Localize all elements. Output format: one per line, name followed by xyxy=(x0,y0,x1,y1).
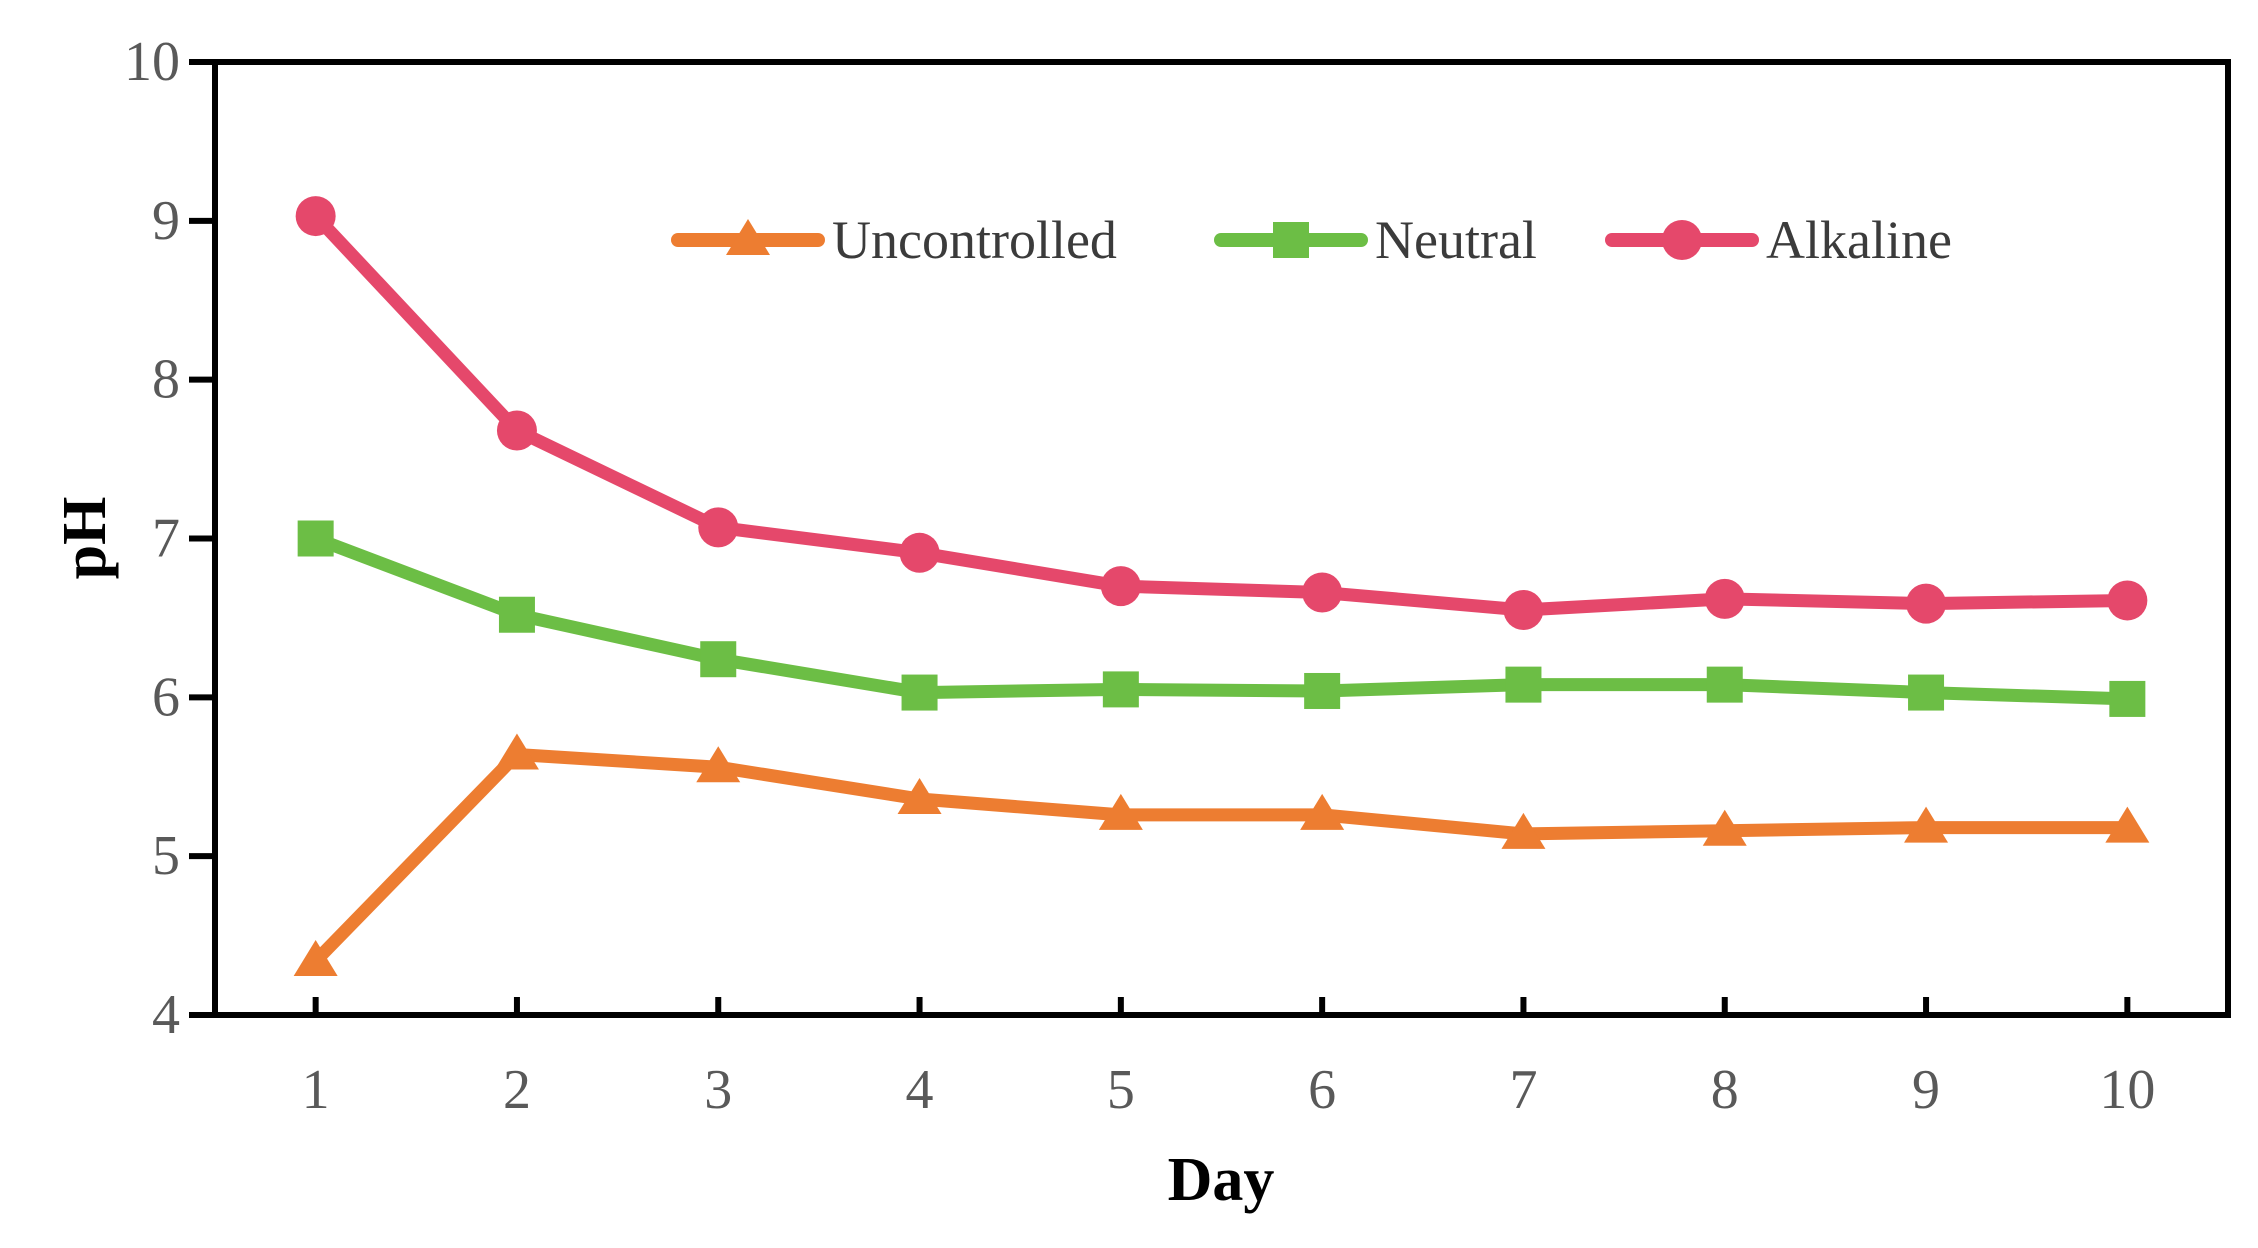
x-tick-label: 5 xyxy=(1107,1059,1135,1121)
legend-marker-uncontrolled xyxy=(726,219,770,255)
marker-alkaline-day9 xyxy=(1906,583,1947,624)
marker-uncontrolled-day10 xyxy=(2105,806,2150,843)
y-tick-label: 6 xyxy=(152,666,180,728)
legend-label-neutral: Neutral xyxy=(1375,210,1537,270)
legend-marker-neutral xyxy=(1273,222,1309,258)
marker-alkaline-day2 xyxy=(496,410,537,451)
marker-neutral-day5 xyxy=(1102,671,1139,708)
marker-uncontrolled-day5 xyxy=(1098,793,1143,830)
y-axis-title: pH xyxy=(51,497,119,580)
marker-alkaline-day3 xyxy=(698,507,739,548)
chart-content: 4 5 6 7 8 9 10 1 2 3 4 5 6 7 8 9 10 Uncontrolled Neutral Al… xyxy=(124,31,2155,1121)
marker-uncontrolled-day7 xyxy=(1501,812,1546,849)
marker-uncontrolled-day2 xyxy=(494,733,539,770)
marker-uncontrolled-day4 xyxy=(897,777,942,814)
y-tick-label: 10 xyxy=(124,31,180,93)
marker-alkaline-day8 xyxy=(1704,578,1745,619)
marker-alkaline-day1 xyxy=(295,196,336,237)
x-axis-title: Day xyxy=(1168,1146,1275,1214)
marker-uncontrolled-day6 xyxy=(1300,793,1345,830)
marker-alkaline-day4 xyxy=(899,532,940,573)
marker-uncontrolled-day1 xyxy=(293,939,338,976)
y-tick-label: 7 xyxy=(152,508,180,570)
x-tick-label: 9 xyxy=(1912,1059,1940,1121)
series-line-neutral xyxy=(309,532,2134,706)
marker-neutral-day7 xyxy=(1505,666,1542,703)
marker-neutral-day8 xyxy=(1706,666,1743,703)
marker-uncontrolled-day9 xyxy=(1904,806,1949,843)
x-tick-label: 3 xyxy=(704,1059,732,1121)
legend-label-alkaline: Alkaline xyxy=(1766,210,1952,270)
marker-alkaline-day7 xyxy=(1503,589,1544,630)
marker-neutral-day9 xyxy=(1908,674,1945,711)
y-tick-label: 9 xyxy=(152,190,180,252)
x-tick-label: 10 xyxy=(2099,1059,2155,1121)
series-line-uncontrolled xyxy=(309,748,2134,968)
marker-neutral-day4 xyxy=(901,674,938,711)
marker-neutral-day3 xyxy=(700,641,737,678)
marker-neutral-day1 xyxy=(297,520,334,557)
marker-alkaline-day6 xyxy=(1302,572,1343,613)
y-tick-label: 8 xyxy=(152,349,180,411)
x-tick-label: 6 xyxy=(1308,1059,1336,1121)
legend-marker-alkaline xyxy=(1662,220,1702,260)
marker-neutral-day6 xyxy=(1304,672,1341,709)
marker-uncontrolled-day8 xyxy=(1702,809,1747,846)
x-tick-label: 8 xyxy=(1711,1059,1739,1121)
plot-frame xyxy=(212,59,2231,1018)
marker-neutral-day10 xyxy=(2109,680,2146,717)
y-tick-label: 4 xyxy=(152,984,180,1046)
series-line-alkaline xyxy=(309,209,2134,617)
marker-neutral-day2 xyxy=(498,596,535,633)
x-tick-label: 1 xyxy=(302,1059,330,1121)
x-tick-label: 7 xyxy=(1509,1059,1537,1121)
x-tick-label: 4 xyxy=(906,1059,934,1121)
y-tick-label: 5 xyxy=(152,825,180,887)
legend-label-uncontrolled: Uncontrolled xyxy=(832,210,1117,270)
marker-alkaline-day10 xyxy=(2107,580,2148,621)
x-tick-label: 2 xyxy=(503,1059,531,1121)
marker-uncontrolled-day3 xyxy=(696,746,741,783)
marker-alkaline-day5 xyxy=(1100,566,1141,607)
